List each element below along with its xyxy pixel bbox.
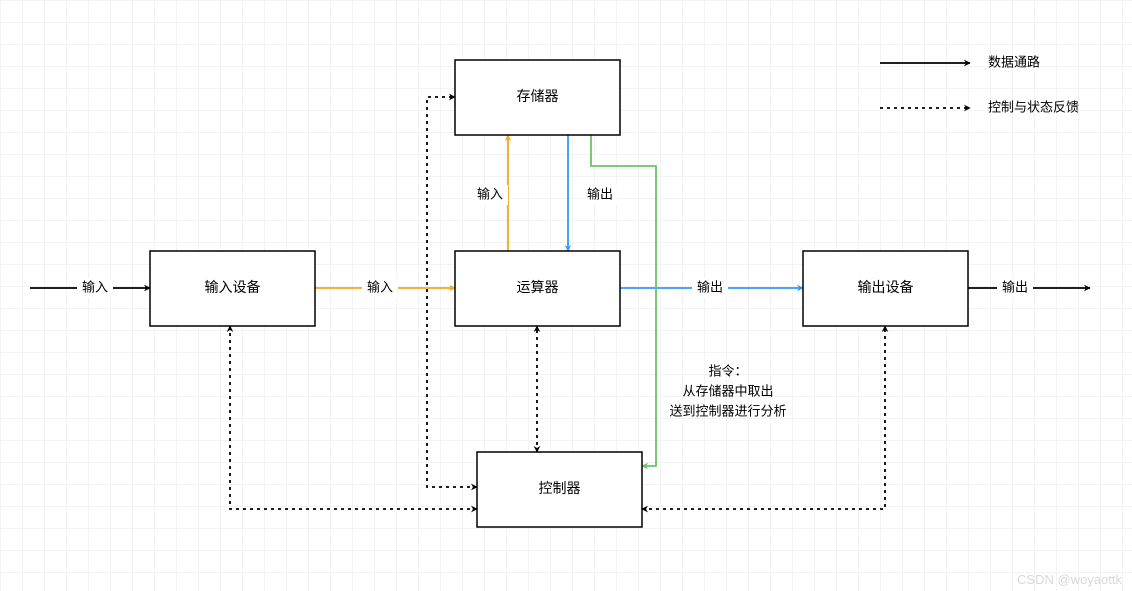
edge-label-ext-out: 输出: [1002, 279, 1028, 294]
annotation-instr-note-l1: 从存储器中取出: [682, 383, 773, 398]
node-label-controller: 控制器: [539, 480, 581, 496]
watermark: CSDN @woyaottk: [1017, 572, 1122, 587]
edge-label-in-alu: 输入: [367, 279, 393, 294]
annotation-instr-note-l0: 指令：: [708, 363, 747, 378]
edge-label-alu-out: 输出: [697, 279, 723, 294]
edge-label-alu-store: 输入: [477, 186, 503, 201]
node-label-alu: 运算器: [517, 279, 559, 295]
edge-label-store-alu: 输出: [587, 186, 613, 201]
node-label-storage: 存储器: [517, 88, 559, 104]
node-label-input-dev: 输入设备: [205, 279, 261, 295]
node-label-output-dev: 输出设备: [858, 279, 914, 295]
diagram-canvas: 存储器输入设备运算器输出设备控制器 输入输出输入输出输入输出指令：从存储器中取出…: [0, 0, 1132, 591]
annotation-instr-note-l2: 送到控制器进行分析: [669, 403, 786, 418]
legend-label-0: 数据通路: [988, 54, 1040, 69]
edge-ctrl-in: [230, 326, 477, 509]
legend-label-1: 控制与状态反馈: [988, 99, 1079, 114]
edge-label-ext-in: 输入: [82, 279, 108, 294]
